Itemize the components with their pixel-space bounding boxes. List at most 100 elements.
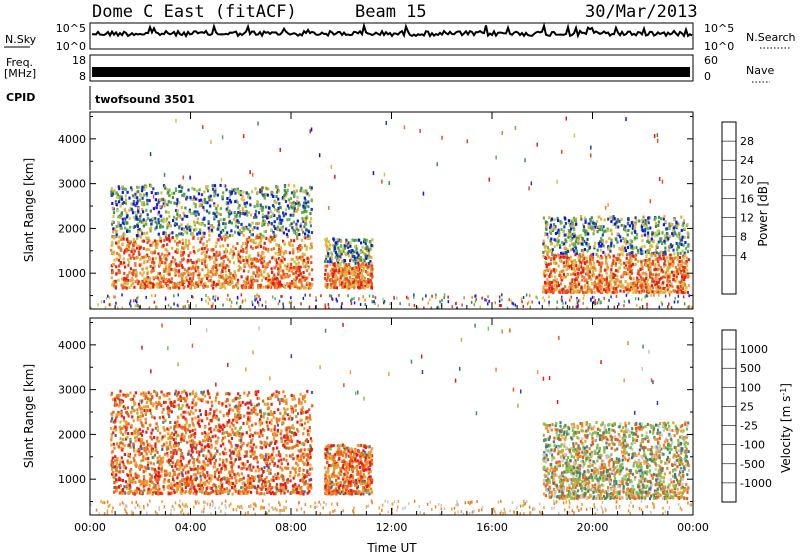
- echo-cell: [606, 267, 609, 271]
- echo-cell: [556, 281, 559, 285]
- echo-cell: [226, 243, 229, 247]
- echo-cell: [273, 266, 276, 270]
- ground-scatter-cell: [100, 300, 103, 304]
- echo-cell: [561, 241, 564, 244]
- echo-cell: [612, 272, 615, 276]
- echo-cell: [194, 212, 198, 216]
- echo-cell: [352, 284, 355, 287]
- echo-cell: [274, 200, 277, 204]
- echo-cell: [262, 412, 266, 416]
- sparse-echo-cell: [330, 164, 333, 169]
- echo-cell: [299, 278, 302, 282]
- echo-cell: [253, 205, 256, 208]
- echo-cell: [124, 265, 127, 269]
- echo-cell: [131, 247, 134, 251]
- echo-cell: [630, 286, 633, 290]
- echo-cell: [166, 249, 169, 253]
- echo-cell: [581, 268, 584, 272]
- ground-scatter-cell: [256, 293, 258, 297]
- echo-cell: [186, 195, 189, 199]
- echo-cell: [656, 243, 659, 247]
- echo-cell: [244, 258, 247, 262]
- ground-scatter-cell: [473, 303, 476, 307]
- ground-scatter-cell: [151, 294, 153, 298]
- echo-cell: [619, 259, 622, 263]
- echo-cell: [234, 220, 237, 224]
- ground-scatter-cell: [579, 299, 581, 302]
- echo-cell: [610, 244, 613, 248]
- echo-cell: [354, 245, 357, 249]
- echo-cell: [570, 284, 573, 288]
- echo-cell: [657, 260, 660, 264]
- echo-cell: [262, 251, 265, 255]
- echo-cell: [545, 291, 548, 295]
- echo-cell: [211, 280, 214, 284]
- echo-cell: [339, 272, 342, 276]
- echo-cell: [254, 213, 257, 217]
- echo-cell: [287, 229, 290, 233]
- echo-cell: [259, 203, 262, 207]
- echo-cell: [117, 239, 120, 243]
- echo-cell: [242, 269, 246, 273]
- echo-cell: [231, 428, 234, 432]
- echo-cell: [605, 271, 608, 275]
- echo-cell: [240, 231, 243, 234]
- echo-cell: [293, 207, 296, 211]
- echo-cell: [259, 190, 262, 194]
- ground-scatter-cell: [562, 301, 564, 305]
- echo-cell: [332, 274, 335, 278]
- echo-cell: [230, 191, 233, 195]
- echo-cell: [660, 217, 663, 221]
- echo-cell: [112, 211, 116, 215]
- echo-cell: [250, 259, 253, 263]
- echo-cell: [298, 397, 301, 401]
- echo-cell: [179, 440, 182, 444]
- echo-cell: [176, 214, 180, 218]
- echo-cell: [626, 240, 629, 244]
- echo-cell: [549, 240, 552, 244]
- echo-cell: [268, 485, 271, 489]
- echo-cell: [685, 260, 688, 264]
- echo-cell: [127, 246, 130, 250]
- echo-cell: [127, 278, 130, 282]
- echo-cell: [601, 279, 604, 283]
- echo-cell: [215, 207, 218, 210]
- echo-cell: [676, 258, 679, 262]
- echo-cell: [196, 221, 199, 225]
- ground-scatter-cell: [440, 302, 443, 306]
- echo-cell: [627, 229, 630, 232]
- echo-cell: [279, 226, 282, 230]
- echo-cell: [161, 225, 164, 229]
- echo-cell: [583, 216, 586, 220]
- sparse-echo-cell: [182, 175, 184, 180]
- echo-cell: [326, 283, 329, 286]
- echo-cell: [669, 224, 672, 228]
- echo-cell: [289, 213, 292, 217]
- echo-cell: [546, 277, 549, 281]
- echo-cell: [600, 276, 603, 280]
- ground-scatter-cell: [475, 294, 477, 298]
- echo-cell: [237, 250, 240, 254]
- echo-cell: [345, 244, 348, 248]
- echo-cell: [182, 273, 185, 277]
- echo-cell: [633, 289, 637, 293]
- echo-cell: [293, 230, 296, 234]
- echo-cell: [596, 230, 599, 234]
- echo-cell: [640, 225, 643, 229]
- echo-cell: [336, 263, 339, 267]
- echo-cell: [564, 250, 567, 254]
- echo-cell: [180, 263, 183, 267]
- ground-scatter-cell: [148, 306, 151, 310]
- echo-cell: [557, 239, 560, 243]
- echo-cell: [121, 197, 124, 201]
- echo-cell: [359, 264, 362, 268]
- echo-cell: [657, 280, 660, 284]
- ground-scatter-cell: [200, 298, 203, 301]
- echo-cell: [157, 484, 160, 488]
- echo-cell: [173, 215, 176, 219]
- echo-cell: [337, 265, 340, 269]
- echo-cell: [157, 212, 160, 216]
- echo-cell: [626, 260, 629, 264]
- echo-cell: [191, 456, 194, 460]
- echo-cell: [618, 280, 622, 284]
